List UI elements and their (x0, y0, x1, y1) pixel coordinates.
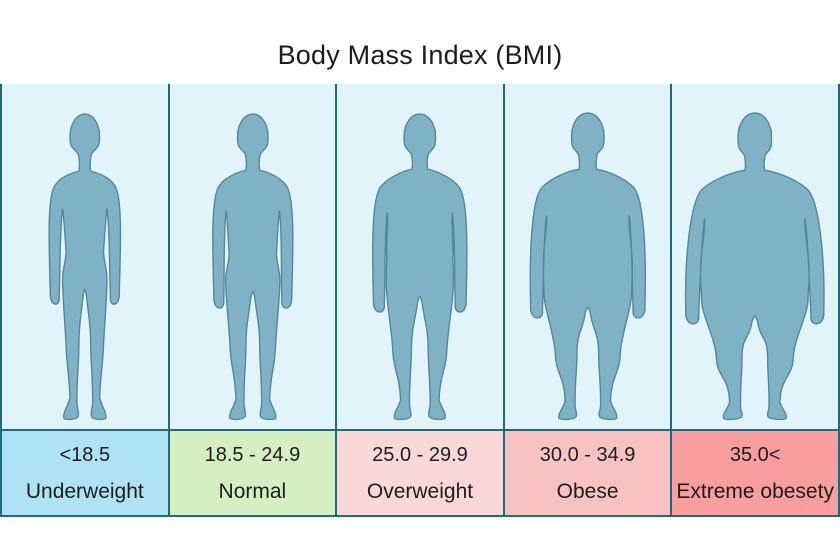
thin-body-silhouette-icon (48, 113, 122, 421)
figure-area-overweight (337, 84, 503, 429)
bmi-chart: <18.5 Underweight 18.5 - 24.9 Normal (0, 84, 840, 517)
obese-body-silhouette-icon (529, 112, 646, 421)
bmi-column-extreme-obesity: 35.0< Extreme obesety (672, 84, 840, 515)
figure-area-normal (169, 84, 336, 429)
bmi-range-box-underweight: <18.5 Underweight (2, 429, 168, 515)
extreme-obese-body-silhouette-icon (685, 112, 826, 421)
bmi-range-value: 18.5 - 24.9 (204, 443, 301, 466)
bmi-range-box-normal: 18.5 - 24.9 Normal (169, 429, 336, 515)
bmi-range-value: 25.0 - 29.9 (372, 443, 468, 466)
overweight-body-silhouette-icon (372, 113, 468, 421)
figure-area-extreme-obesity (672, 84, 838, 429)
bmi-range-value: 35.0< (729, 443, 781, 466)
bmi-column-normal: 18.5 - 24.9 Normal (169, 84, 338, 515)
bmi-category-label: Overweight (366, 479, 474, 503)
bmi-category-label: Extreme obesety (676, 479, 834, 503)
figure-area-underweight (2, 84, 168, 429)
bmi-category-label: Normal (218, 479, 287, 503)
bmi-category-label: Underweight (25, 479, 144, 503)
bmi-range-box-extreme-obesity: 35.0< Extreme obesety (672, 429, 838, 515)
bmi-range-value: <18.5 (59, 443, 111, 466)
normal-body-silhouette-icon (211, 113, 294, 421)
bmi-column-overweight: 25.0 - 29.9 Overweight (337, 84, 505, 515)
bmi-range-box-obese: 30.0 - 34.9 Obese (504, 429, 671, 515)
chart-title: Body Mass Index (BMI) (277, 40, 563, 70)
bmi-column-obese: 30.0 - 34.9 Obese (504, 84, 673, 515)
bmi-range-value: 30.0 - 34.9 (539, 443, 636, 466)
bmi-range-box-overweight: 25.0 - 29.9 Overweight (337, 429, 503, 515)
figure-area-obese (504, 84, 671, 429)
bmi-column-underweight: <18.5 Underweight (2, 84, 170, 515)
bmi-category-label: Obese (556, 479, 619, 503)
